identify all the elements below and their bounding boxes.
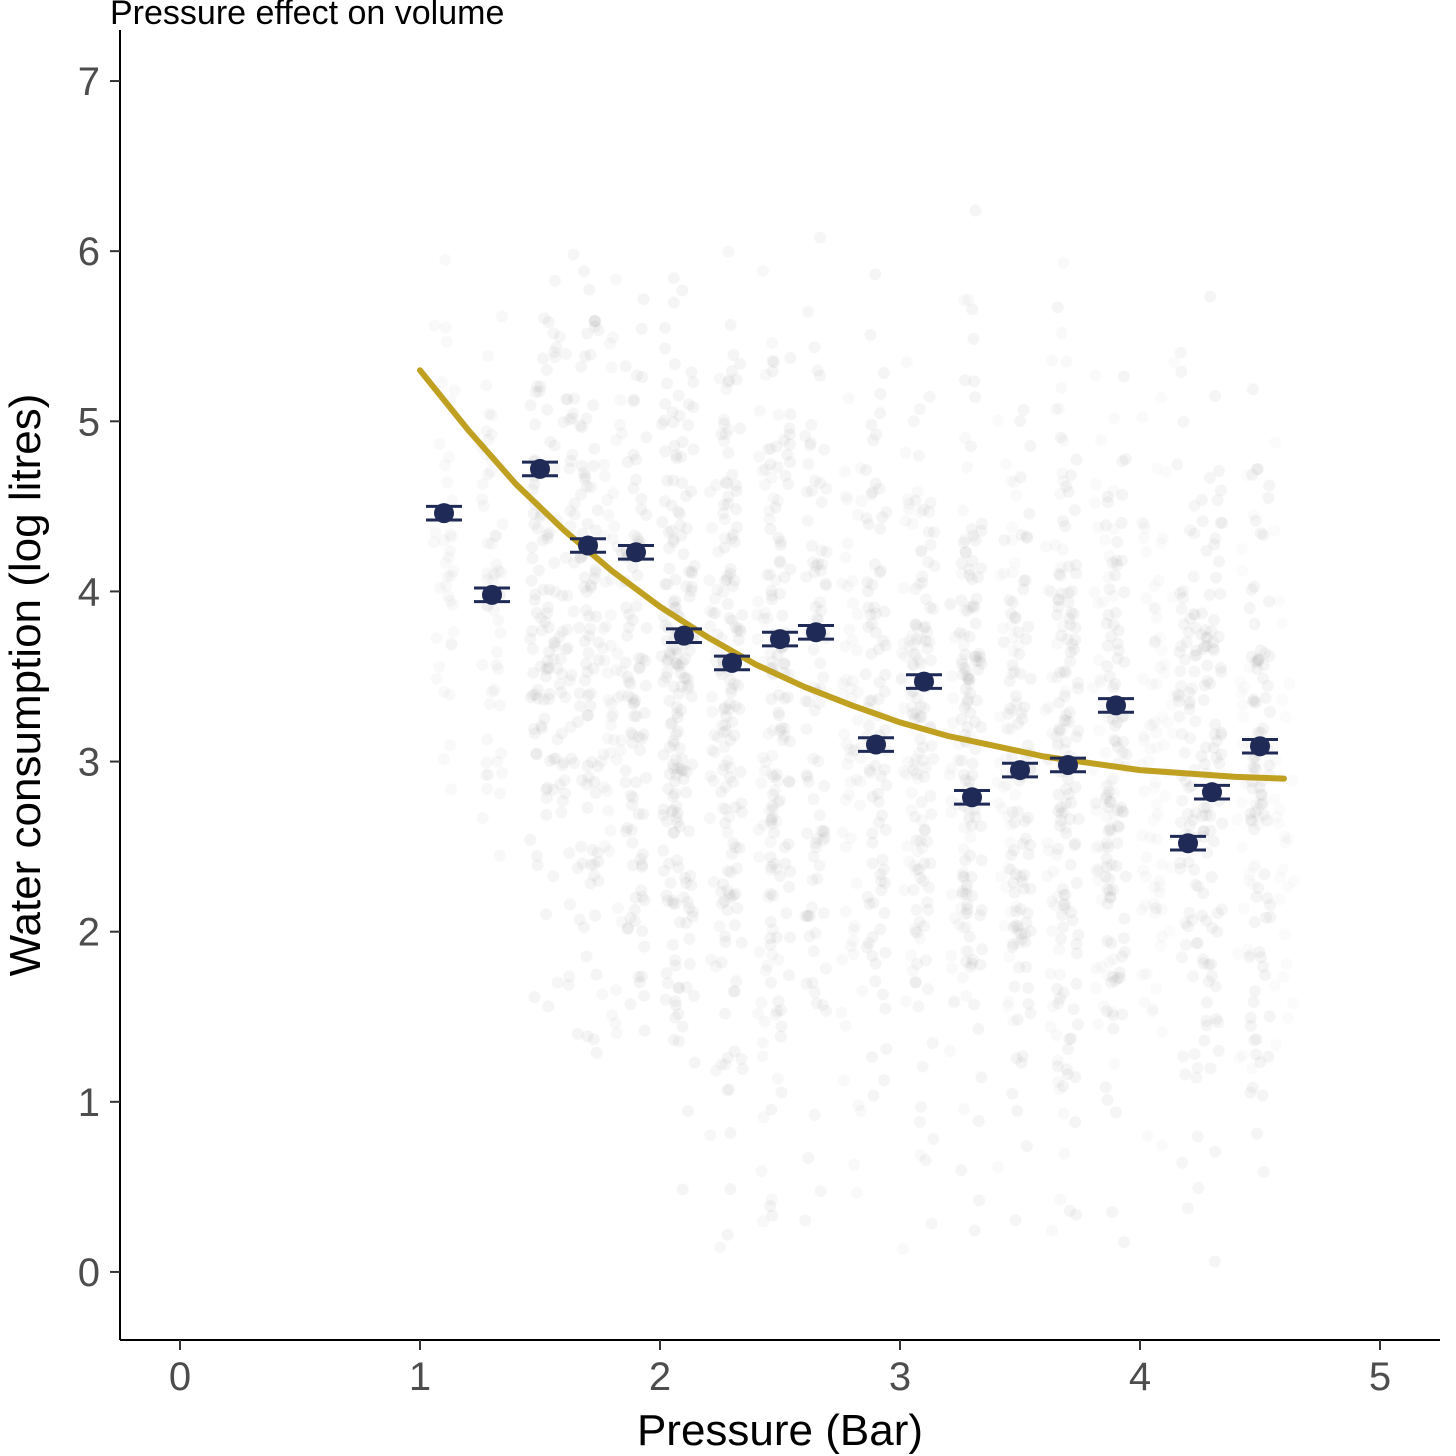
y-tick-label: 2 — [78, 911, 100, 955]
x-tick-label: 4 — [1129, 1355, 1151, 1399]
y-tick-label: 4 — [78, 570, 100, 614]
x-tick-label: 0 — [169, 1355, 191, 1399]
y-tick-label: 3 — [78, 741, 100, 785]
y-tick-label: 5 — [78, 400, 100, 444]
y-tick-label: 0 — [78, 1251, 100, 1295]
plot-title: Pressure effect on volume — [110, 0, 504, 32]
y-tick-label: 6 — [78, 230, 100, 274]
y-tick-label: 1 — [78, 1081, 100, 1125]
y-axis-title: Water consumption (log litres) — [1, 394, 50, 977]
x-tick-label: 3 — [889, 1355, 911, 1399]
chart-svg: 0 1 2 3 4 5 0 1 2 3 4 5 6 7 Pressure (Bar) Water consum… — [0, 0, 1456, 1456]
x-axis-title: Pressure (Bar) — [637, 1406, 923, 1455]
y-tick-label: 7 — [78, 60, 100, 104]
chart-container: 0 1 2 3 4 5 0 1 2 3 4 5 6 7 Pressure (Bar) Water consum… — [0, 0, 1456, 1456]
x-tick-label: 2 — [649, 1355, 671, 1399]
x-tick-label: 1 — [409, 1355, 431, 1399]
x-tick-label: 5 — [1369, 1355, 1391, 1399]
